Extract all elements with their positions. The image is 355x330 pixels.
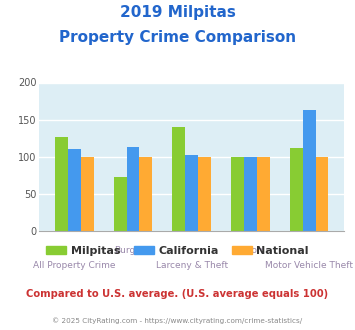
Bar	[290, 148, 303, 231]
Bar	[231, 157, 244, 231]
Bar	[68, 149, 81, 231]
Text: Motor Vehicle Theft: Motor Vehicle Theft	[265, 261, 353, 270]
Text: 2019 Milpitas: 2019 Milpitas	[120, 5, 235, 20]
Bar	[114, 177, 126, 231]
Bar	[172, 127, 185, 231]
Text: Arson: Arson	[237, 246, 263, 255]
Text: Property Crime Comparison: Property Crime Comparison	[59, 30, 296, 45]
Bar	[316, 157, 328, 231]
Bar	[55, 137, 68, 231]
Bar	[303, 110, 316, 231]
Bar	[198, 157, 211, 231]
Bar	[257, 157, 270, 231]
Text: © 2025 CityRating.com - https://www.cityrating.com/crime-statistics/: © 2025 CityRating.com - https://www.city…	[53, 317, 302, 324]
Text: Burglary: Burglary	[114, 246, 152, 255]
Text: All Property Crime: All Property Crime	[33, 261, 115, 270]
Bar	[185, 154, 198, 231]
Text: Compared to U.S. average. (U.S. average equals 100): Compared to U.S. average. (U.S. average …	[26, 289, 329, 299]
Bar	[126, 147, 140, 231]
Legend: Milpitas, California, National: Milpitas, California, National	[42, 241, 313, 260]
Bar	[244, 157, 257, 231]
Bar	[81, 157, 94, 231]
Bar	[140, 157, 152, 231]
Text: Larceny & Theft: Larceny & Theft	[155, 261, 228, 270]
